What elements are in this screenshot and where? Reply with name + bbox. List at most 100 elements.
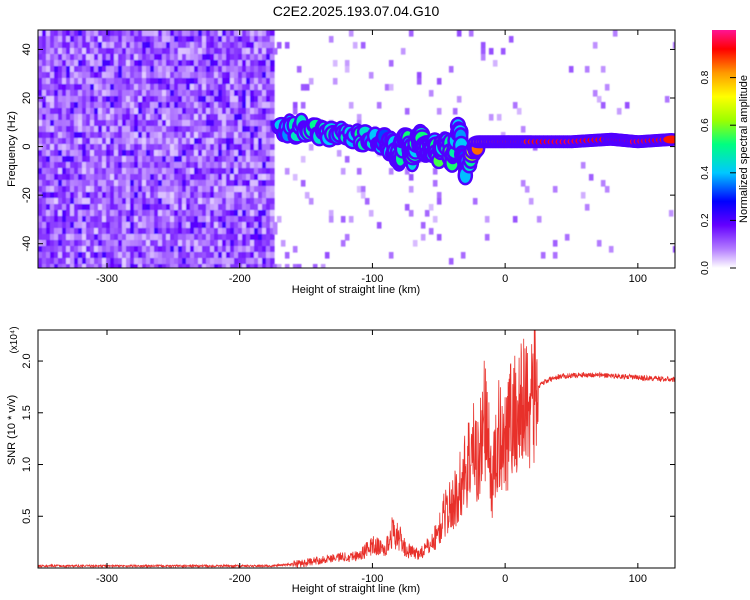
heatmap-cell	[90, 234, 95, 241]
heatmap-cell	[70, 234, 75, 241]
heatmap-cell	[198, 42, 203, 49]
heatmap-cell	[186, 186, 191, 193]
heatmap-cell	[150, 48, 155, 55]
heatmap-cell	[250, 204, 255, 211]
heatmap-cell	[202, 198, 207, 205]
heatmap-cell	[58, 144, 63, 151]
heatmap-cell	[270, 108, 275, 115]
heatmap-cell	[198, 48, 203, 55]
heatmap-cell	[54, 162, 59, 169]
heatmap-cell	[70, 78, 75, 85]
heatmap-cell	[266, 204, 271, 211]
heatmap-cell	[74, 54, 79, 61]
heatmap-cell	[158, 144, 163, 151]
heatmap-cell	[210, 48, 215, 55]
heatmap-cell	[98, 180, 103, 187]
heatmap-cell	[262, 240, 267, 247]
heatmap-cell	[218, 36, 223, 43]
heatmap-cell	[42, 114, 47, 121]
heatmap-cell	[238, 186, 243, 193]
heatmap-cell	[62, 162, 67, 169]
heatmap-cell	[182, 138, 187, 145]
heatmap-cell	[404, 204, 410, 211]
heatmap-cell	[484, 234, 490, 241]
heatmap-cell	[118, 258, 123, 265]
heatmap-cell	[178, 120, 183, 127]
heatmap-cell	[38, 30, 43, 37]
heatmap-cell	[242, 186, 247, 193]
heatmap-cell	[134, 192, 139, 199]
heatmap-cell	[98, 36, 103, 43]
heatmap-cell	[178, 96, 183, 103]
heatmap-cell	[166, 96, 171, 103]
heatmap-cell	[62, 204, 67, 211]
heatmap-cell	[50, 210, 55, 217]
heatmap-cell	[246, 30, 251, 37]
heatmap-cell	[74, 174, 79, 181]
heatmap-cell	[258, 96, 263, 103]
heatmap-cell	[206, 258, 211, 265]
heatmap-cell	[106, 252, 111, 259]
heatmap-cell	[202, 210, 207, 217]
heatmap-cell	[230, 108, 235, 115]
heatmap-cell	[226, 204, 231, 211]
heatmap-cell	[584, 204, 590, 211]
heatmap-cell	[162, 156, 167, 163]
heatmap-cell	[202, 138, 207, 145]
heatmap-cell	[110, 150, 115, 157]
heatmap-cell	[222, 144, 227, 151]
heatmap-cell	[94, 126, 99, 133]
bottom-y-axis-label: SNR (10 * v/v)	[6, 395, 18, 465]
heatmap-cell	[186, 126, 191, 133]
heatmap-cell	[328, 36, 334, 43]
heatmap-cell	[74, 36, 79, 43]
heatmap-cell	[46, 60, 51, 67]
heatmap-cell	[86, 48, 91, 55]
heatmap-cell	[404, 108, 410, 115]
heatmap-cell	[110, 210, 115, 217]
heatmap-cell	[262, 258, 267, 265]
heatmap-cell	[150, 198, 155, 205]
heatmap-cell	[154, 144, 159, 151]
heatmap-cell	[102, 72, 107, 79]
heatmap-cell	[74, 264, 79, 268]
heatmap-cell	[230, 114, 235, 121]
heatmap-cell	[266, 174, 271, 181]
heatmap-cell	[102, 102, 107, 109]
heatmap-cell	[126, 168, 131, 175]
heatmap-cell	[126, 108, 131, 115]
heatmap-cell	[118, 228, 123, 235]
heatmap-cell	[262, 48, 267, 55]
heatmap-cell	[262, 108, 267, 115]
heatmap-cell	[66, 36, 71, 43]
heatmap-cell	[114, 240, 119, 247]
bottom-y-axis: 0.51.01.52.0	[21, 353, 675, 524]
heatmap-cell	[242, 264, 247, 268]
heatmap-cell	[78, 192, 83, 199]
heatmap-cell	[166, 198, 171, 205]
heatmap-cell	[114, 186, 119, 193]
heatmap-cell	[234, 36, 239, 43]
heatmap-cell	[74, 72, 79, 79]
heatmap-cell	[150, 174, 155, 181]
heatmap-cell	[524, 186, 530, 193]
heatmap-cell	[38, 102, 43, 109]
heatmap-cell	[214, 138, 219, 145]
heatmap-cell	[130, 264, 135, 268]
heatmap-cell	[50, 126, 55, 133]
heatmap-cell	[78, 168, 83, 175]
heatmap-cell	[270, 132, 275, 139]
heatmap-cell	[210, 186, 215, 193]
heatmap-cell	[46, 228, 51, 235]
heatmap-cell	[206, 186, 211, 193]
x-tick-label: -100	[361, 273, 383, 285]
heatmap-cell	[210, 120, 215, 127]
heatmap-cell	[266, 228, 271, 235]
heatmap-cell	[202, 144, 207, 151]
heatmap-cell	[308, 78, 314, 85]
heatmap-cell	[178, 168, 183, 175]
heatmap-cell	[66, 186, 71, 193]
heatmap-cell	[182, 264, 187, 268]
heatmap-cell	[262, 126, 267, 133]
heatmap-cell	[46, 252, 51, 259]
